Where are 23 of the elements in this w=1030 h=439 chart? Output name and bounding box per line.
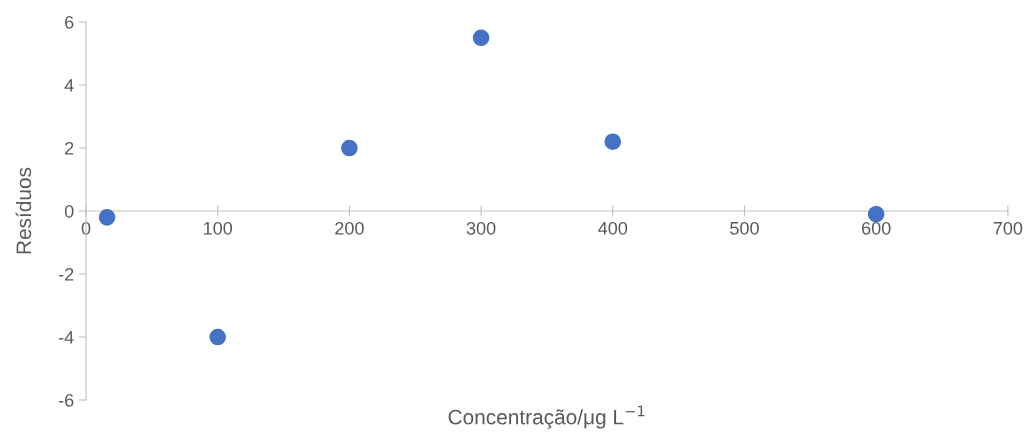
point xyxy=(98,209,116,226)
point xyxy=(341,139,358,157)
point xyxy=(472,29,490,47)
x-tick-label: 600 xyxy=(862,221,891,235)
y-tick-label: 2 xyxy=(65,141,74,155)
x-axis-title: Concentração/μg L$^{−1}$ xyxy=(448,405,645,429)
x-tick-label: 500 xyxy=(730,221,759,235)
point xyxy=(867,205,885,223)
y-tick-label: -4 xyxy=(58,331,74,344)
x-tick-label: 200 xyxy=(335,221,364,235)
x-tick-label: 400 xyxy=(598,221,628,235)
x-tick-label: 700 xyxy=(993,221,1023,235)
point xyxy=(604,133,622,151)
y-axis-title: Resíduos xyxy=(15,167,32,254)
x-tick-label: 0 xyxy=(81,221,91,235)
y-tick-label: -6 xyxy=(58,393,74,407)
x-tick-label: 100 xyxy=(204,221,233,235)
y-tick-label: -2 xyxy=(58,267,74,281)
y-tick-label: 0 xyxy=(64,204,74,218)
y-tick-label: 6 xyxy=(65,15,74,29)
x-tick-label: 300 xyxy=(466,221,496,235)
point xyxy=(209,328,226,346)
y-tick-label: 4 xyxy=(64,79,74,92)
